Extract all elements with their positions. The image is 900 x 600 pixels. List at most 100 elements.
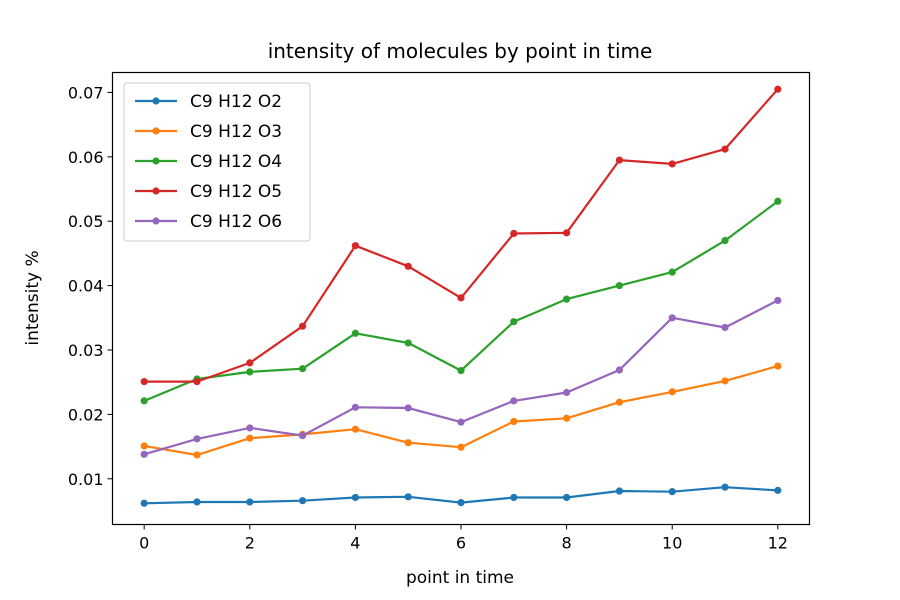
data-point <box>457 294 465 302</box>
data-point <box>668 314 676 322</box>
data-point <box>721 236 729 245</box>
data-point <box>721 377 729 385</box>
data-point <box>721 323 729 332</box>
data-point <box>298 365 307 373</box>
data-point <box>615 366 624 374</box>
data-point <box>563 229 571 237</box>
data-point <box>774 486 782 494</box>
series-3 <box>140 197 782 405</box>
data-point <box>404 339 412 347</box>
data-point <box>774 197 782 205</box>
data-point <box>351 425 359 433</box>
data-point <box>193 498 201 506</box>
legend-box <box>123 82 311 242</box>
series-5 <box>140 296 782 458</box>
x-tick-label: 8 <box>562 534 572 553</box>
y-axis: 0.01 0.02 0.03 0.04 0.05 0.06 0.07 <box>68 83 113 489</box>
data-point <box>668 268 676 276</box>
data-point <box>457 499 465 507</box>
data-point <box>140 442 148 450</box>
data-point <box>615 156 624 164</box>
legend-label: C9 H12 O5 <box>190 182 282 202</box>
series-line <box>143 299 779 456</box>
x-axis-title: point in time <box>406 568 514 588</box>
legend-marker <box>152 127 160 135</box>
legend-marker <box>152 157 160 165</box>
data-point <box>563 493 571 502</box>
data-point <box>457 418 465 426</box>
y-tick-label: 0.02 <box>68 405 104 424</box>
y-tick-label: 0.04 <box>68 277 104 296</box>
data-point <box>140 499 148 507</box>
data-point <box>721 145 729 153</box>
data-point <box>774 296 782 305</box>
data-point <box>615 282 624 290</box>
data-point <box>246 359 254 367</box>
data-point <box>668 160 676 168</box>
data-point <box>351 403 359 411</box>
x-tick-label: 6 <box>456 534 466 553</box>
data-point <box>563 295 571 303</box>
data-point <box>668 388 676 396</box>
data-point <box>298 432 307 440</box>
legend-label: C9 H12 O3 <box>190 122 282 142</box>
data-point <box>298 322 307 330</box>
data-point <box>457 367 465 375</box>
data-point <box>404 493 412 501</box>
x-tick-label: 4 <box>350 534 360 553</box>
legend-item: C9 H12 O5 <box>135 182 282 202</box>
plot-area <box>140 85 782 507</box>
data-point <box>404 439 412 447</box>
data-point <box>668 488 676 496</box>
data-point <box>404 262 412 270</box>
legend-marker <box>152 217 160 225</box>
legend-marker <box>152 97 160 105</box>
data-point <box>351 329 359 337</box>
series-2 <box>140 362 782 459</box>
legend-item: C9 H12 O4 <box>135 152 282 172</box>
legend-label: C9 H12 O6 <box>190 212 282 232</box>
data-point <box>246 368 254 376</box>
data-point <box>351 493 359 502</box>
data-point <box>615 487 624 495</box>
x-tick-label: 0 <box>139 534 149 553</box>
data-point <box>246 424 254 432</box>
series-4 <box>140 85 782 386</box>
data-point <box>140 450 148 458</box>
y-tick-label: 0.03 <box>68 341 104 360</box>
data-point <box>615 398 624 406</box>
data-point <box>246 434 254 442</box>
data-point <box>774 85 782 93</box>
data-point <box>351 242 359 250</box>
data-point <box>563 388 571 397</box>
data-point <box>510 318 518 326</box>
y-tick-label: 0.07 <box>68 83 104 102</box>
data-point <box>140 377 148 386</box>
data-point <box>563 414 571 422</box>
legend-item: C9 H12 O2 <box>135 92 282 112</box>
y-tick-label: 0.05 <box>68 212 104 231</box>
legend-label: C9 H12 O4 <box>190 152 282 172</box>
series-1 <box>140 483 782 507</box>
legend: C9 H12 O2 C9 H12 O3 C9 H12 O4 C9 H12 O5 C9 H… <box>123 82 311 242</box>
data-point <box>140 397 148 405</box>
data-point <box>298 497 307 505</box>
data-point <box>774 362 782 370</box>
chart-title: intensity of molecules by point in time <box>268 39 653 63</box>
data-point <box>510 417 518 426</box>
legend-label: C9 H12 O2 <box>190 92 282 112</box>
legend-item: C9 H12 O3 <box>135 122 282 142</box>
x-tick-label: 12 <box>768 534 788 553</box>
data-point <box>510 229 518 238</box>
legend-marker <box>152 187 160 195</box>
data-point <box>721 483 729 491</box>
data-point <box>510 493 518 502</box>
data-point <box>193 377 201 386</box>
data-point <box>510 397 518 405</box>
x-tick-label: 2 <box>245 534 255 553</box>
data-point <box>404 404 412 412</box>
data-point <box>193 435 201 443</box>
y-axis-title: intensity % <box>23 250 43 345</box>
x-tick-label: 10 <box>662 534 682 553</box>
